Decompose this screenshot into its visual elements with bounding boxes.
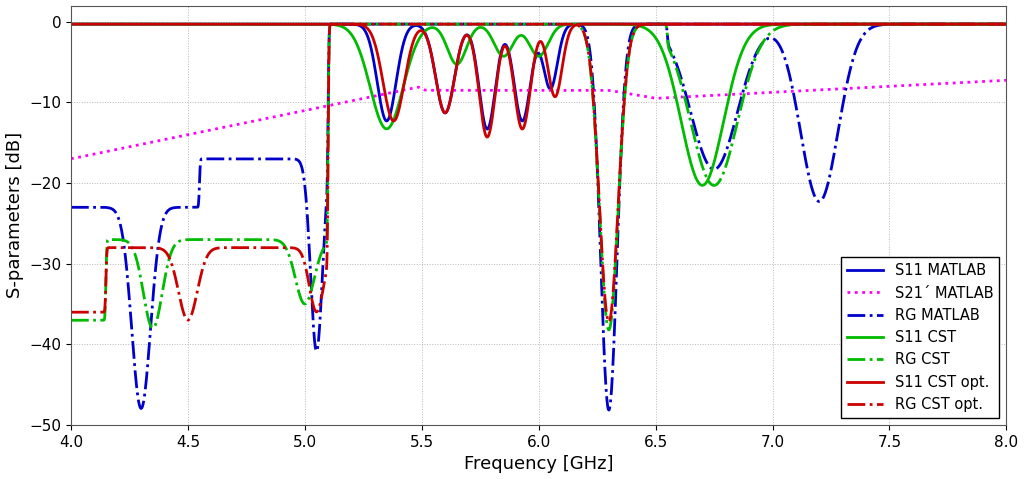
Line: RG MATLAB: RG MATLAB: [71, 24, 1007, 410]
RG CST: [458, 21, 470, 27]
Line: S11 CST: S11 CST: [71, 24, 1007, 185]
S11 MATLAB: [65, 21, 77, 27]
Legend: S11 MATLAB, S21´ MATLAB, RG MATLAB, S11 CST, RG CST, S11 CST opt., RG CST opt.: S11 MATLAB, S21´ MATLAB, RG MATLAB, S11 …: [841, 257, 999, 418]
S11 CST opt.: [925, 21, 937, 27]
RG CST opt.: [65, 309, 77, 315]
S11 MATLAB: [465, 39, 477, 45]
RG CST: [510, 21, 522, 27]
RG MATLAB: [510, 21, 522, 27]
S11 CST: [1000, 21, 1013, 27]
Line: RG CST: RG CST: [71, 24, 1007, 330]
RG CST: [466, 21, 478, 27]
S11 MATLAB: [1000, 21, 1013, 27]
RG CST: [972, 21, 984, 27]
S11 CST opt.: [65, 21, 77, 27]
S11 MATLAB: [744, 21, 757, 27]
S21´ MATLAB: [1000, 78, 1013, 83]
RG MATLAB: [602, 407, 614, 413]
S11 CST: [458, 51, 470, 57]
S11 CST: [696, 182, 709, 188]
S21´ MATLAB: [925, 81, 937, 87]
S11 CST opt.: [458, 35, 470, 41]
Line: S11 CST opt.: S11 CST opt.: [71, 24, 1007, 137]
S11 CST opt.: [1000, 21, 1013, 27]
RG CST opt.: [972, 21, 984, 27]
RG MATLAB: [926, 21, 938, 27]
X-axis label: Frequency [GHz]: Frequency [GHz]: [464, 456, 613, 473]
S11 CST: [465, 34, 477, 39]
S11 MATLAB: [510, 91, 522, 97]
S11 CST opt.: [972, 21, 984, 27]
S21´ MATLAB: [972, 79, 984, 85]
RG CST: [602, 327, 614, 333]
RG CST: [1000, 21, 1013, 27]
S11 CST: [509, 37, 521, 43]
RG MATLAB: [744, 63, 757, 69]
S11 CST: [65, 21, 77, 27]
S11 MATLAB: [458, 35, 470, 41]
S21´ MATLAB: [465, 87, 477, 93]
RG MATLAB: [1000, 21, 1013, 27]
RG CST opt.: [602, 319, 614, 325]
Line: S11 MATLAB: S11 MATLAB: [71, 24, 1007, 129]
RG MATLAB: [466, 21, 478, 27]
RG MATLAB: [972, 21, 984, 27]
RG CST opt.: [744, 21, 757, 27]
S11 CST opt.: [481, 134, 494, 140]
S11 CST: [972, 21, 984, 27]
Y-axis label: S-parameters [dB]: S-parameters [dB]: [5, 132, 24, 298]
RG CST: [744, 68, 757, 74]
RG CST opt.: [926, 21, 938, 27]
S11 CST: [925, 21, 937, 27]
RG MATLAB: [325, 21, 337, 27]
Line: S21´ MATLAB: S21´ MATLAB: [71, 80, 1007, 159]
RG CST opt.: [1000, 21, 1013, 27]
RG MATLAB: [65, 205, 77, 210]
RG MATLAB: [458, 21, 470, 27]
RG CST opt.: [466, 21, 478, 27]
RG CST: [65, 318, 77, 323]
S11 CST: [744, 33, 757, 39]
S11 CST opt.: [510, 97, 522, 103]
RG CST opt.: [510, 21, 522, 27]
RG CST: [926, 21, 938, 27]
Line: RG CST opt.: RG CST opt.: [71, 24, 1007, 322]
S11 CST opt.: [465, 40, 477, 46]
S11 MATLAB: [972, 21, 984, 27]
S11 MATLAB: [925, 21, 937, 27]
RG CST opt.: [325, 21, 337, 27]
S21´ MATLAB: [509, 87, 521, 93]
S21´ MATLAB: [458, 87, 470, 93]
S11 CST opt.: [744, 21, 757, 27]
S21´ MATLAB: [65, 156, 77, 161]
S11 MATLAB: [481, 126, 494, 132]
S21´ MATLAB: [744, 91, 757, 96]
RG CST: [325, 21, 337, 27]
RG CST opt.: [458, 21, 470, 27]
